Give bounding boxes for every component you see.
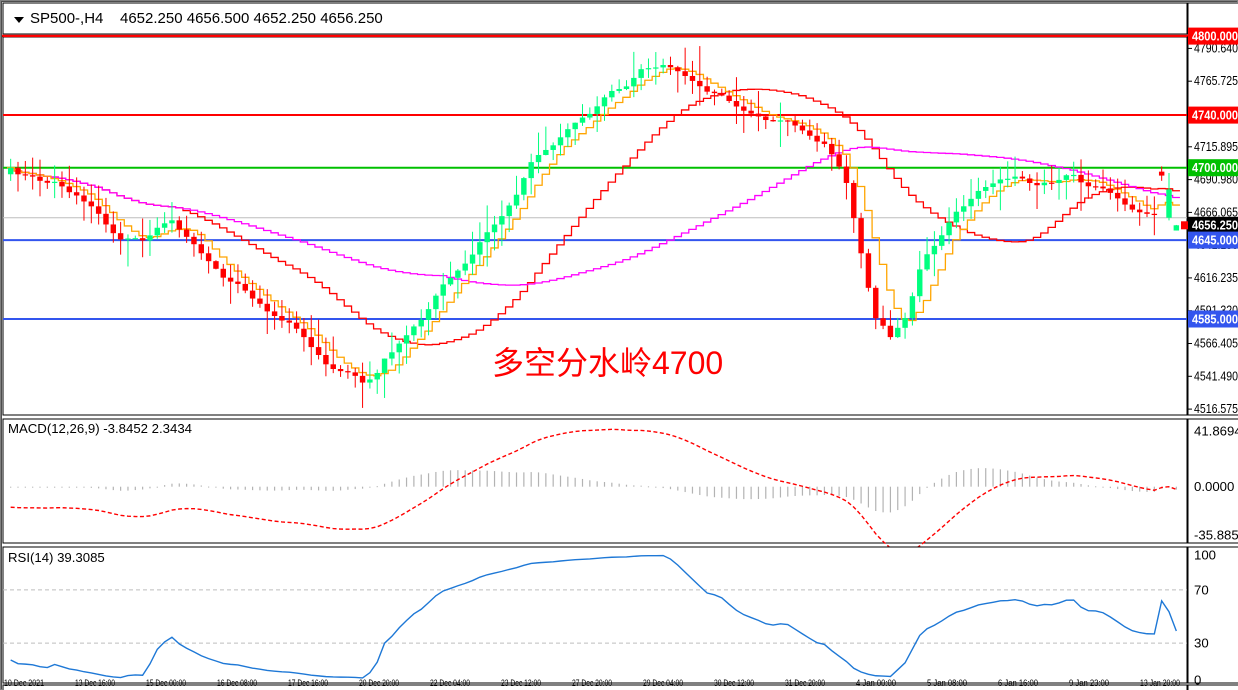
- svg-text:13 Dec 16:00: 13 Dec 16:00: [75, 677, 115, 688]
- svg-text:16 Dec 08:00: 16 Dec 08:00: [217, 677, 257, 688]
- svg-text:6 Jan 16:00: 6 Jan 16:00: [998, 677, 1038, 688]
- svg-text:41.8694: 41.8694: [1194, 424, 1238, 439]
- svg-text:多空分水岭4700: 多空分水岭4700: [492, 345, 723, 381]
- svg-text:4516.575: 4516.575: [1194, 401, 1238, 416]
- svg-text:4616.235: 4616.235: [1194, 270, 1238, 285]
- svg-text:31 Dec 20:00: 31 Dec 20:00: [785, 677, 825, 688]
- svg-text:23 Dec 12:00: 23 Dec 12:00: [501, 677, 541, 688]
- svg-text:9 Jan 23:00: 9 Jan 23:00: [1069, 677, 1109, 688]
- svg-text:4656.250: 4656.250: [1192, 218, 1238, 233]
- svg-text:0.0000: 0.0000: [1194, 479, 1234, 494]
- svg-text:15 Dec 00:00: 15 Dec 00:00: [146, 677, 186, 688]
- svg-text:5 Jan 08:00: 5 Jan 08:00: [927, 677, 967, 688]
- svg-text:4652.250 4656.500 4652.250 465: 4652.250 4656.500 4652.250 4656.250: [120, 10, 383, 27]
- svg-text:SP500-,H4: SP500-,H4: [30, 10, 103, 27]
- svg-text:4740.000: 4740.000: [1192, 107, 1238, 122]
- svg-text:-35.8856: -35.8856: [1194, 528, 1238, 543]
- svg-text:4645.000: 4645.000: [1192, 232, 1238, 247]
- svg-text:4765.725: 4765.725: [1194, 73, 1238, 88]
- svg-text:70: 70: [1194, 582, 1209, 597]
- svg-text:10 Dec 2021: 10 Dec 2021: [4, 677, 44, 688]
- svg-text:22 Dec 04:00: 22 Dec 04:00: [430, 677, 470, 688]
- svg-text:4585.000: 4585.000: [1192, 311, 1238, 326]
- svg-text:30 Dec 12:00: 30 Dec 12:00: [714, 677, 754, 688]
- svg-text:RSI(14) 39.3085: RSI(14) 39.3085: [8, 550, 105, 565]
- svg-text:4 Jan 00:00: 4 Jan 00:00: [856, 677, 896, 688]
- svg-text:4541.490: 4541.490: [1194, 368, 1238, 383]
- svg-text:27 Dec 20:00: 27 Dec 20:00: [572, 677, 612, 688]
- svg-text:20 Dec 20:00: 20 Dec 20:00: [359, 677, 399, 688]
- svg-text:29 Dec 04:00: 29 Dec 04:00: [643, 677, 683, 688]
- svg-text:100: 100: [1194, 548, 1216, 563]
- svg-text:MACD(12,26,9) -3.8452 2.3434: MACD(12,26,9) -3.8452 2.3434: [8, 421, 192, 436]
- svg-text:4715.895: 4715.895: [1194, 139, 1238, 154]
- svg-text:4700.000: 4700.000: [1192, 160, 1238, 175]
- svg-text:4566.405: 4566.405: [1194, 336, 1238, 351]
- svg-text:4800.000: 4800.000: [1192, 28, 1238, 43]
- svg-text:17 Dec 16:00: 17 Dec 16:00: [288, 677, 328, 688]
- svg-text:30: 30: [1194, 636, 1209, 651]
- svg-text:13 Jan 20:00: 13 Jan 20:00: [1140, 677, 1180, 688]
